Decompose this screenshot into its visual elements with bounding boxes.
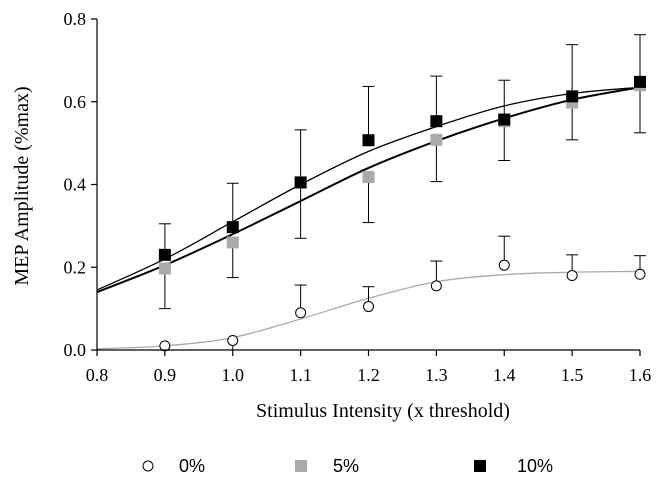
data-point-0 <box>498 259 510 271</box>
axes: 0.8 0.9 1.0 1.1 1.2 1.3 1.4 1.5 1.6 0.0 0.2 0.4 0.6 0… <box>64 9 652 385</box>
fit-curve-2 <box>96 86 641 291</box>
data-point-2 <box>158 248 171 261</box>
x-tick-label: 1.1 <box>289 365 312 385</box>
legend-label-1: 5% <box>333 456 359 476</box>
x-tick-label: 1.3 <box>425 365 448 385</box>
x-tick-label: 0.9 <box>154 365 177 385</box>
x-tick-label: 1.6 <box>629 365 652 385</box>
legend-label-2: 10% <box>517 456 553 476</box>
error-bars <box>158 34 646 351</box>
x-tick-label: 1.4 <box>493 365 516 385</box>
data-point-2 <box>294 176 307 189</box>
data-point-0 <box>363 301 374 313</box>
data-point-2 <box>362 134 375 147</box>
data-point-2 <box>226 221 239 234</box>
y-tick-label: 0.8 <box>64 9 87 29</box>
y-tick-label: 0.4 <box>64 175 87 195</box>
x-tick-label: 1.2 <box>357 365 380 385</box>
x-tick-label: 1.0 <box>222 365 245 385</box>
data-point-0 <box>295 307 307 319</box>
data-markers <box>158 75 646 352</box>
data-point-2 <box>430 115 443 128</box>
x-tick-label: 1.5 <box>561 365 584 385</box>
data-point-0 <box>566 270 578 282</box>
data-point-1 <box>430 133 443 146</box>
y-tick-label: 0.2 <box>64 257 87 277</box>
fit-curve-1 <box>96 86 641 294</box>
x-axis-label: Stimulus Intensity (x threshold) <box>256 400 510 422</box>
data-point-0 <box>159 340 171 352</box>
legend-marker-0 <box>142 460 154 472</box>
data-point-1 <box>158 262 171 275</box>
data-point-2 <box>566 90 579 103</box>
data-point-0 <box>227 334 239 346</box>
y-tick-label: 0.6 <box>64 92 87 112</box>
data-point-2 <box>498 113 511 126</box>
data-point-2 <box>634 75 646 88</box>
data-point-0 <box>430 280 442 292</box>
legend-label-0: 0% <box>179 456 205 476</box>
data-point-1 <box>362 171 375 184</box>
legend-marker-1 <box>295 460 307 472</box>
data-point-0 <box>634 268 646 280</box>
legend: 0% 5% 10% <box>142 456 553 476</box>
x-tick-label: 0.8 <box>86 365 109 385</box>
legend-marker-2 <box>474 460 486 472</box>
data-point-1 <box>226 236 239 249</box>
y-tick-label: 0.0 <box>64 340 87 360</box>
y-axis-label: MEP Amplitude (%max) <box>11 86 33 285</box>
